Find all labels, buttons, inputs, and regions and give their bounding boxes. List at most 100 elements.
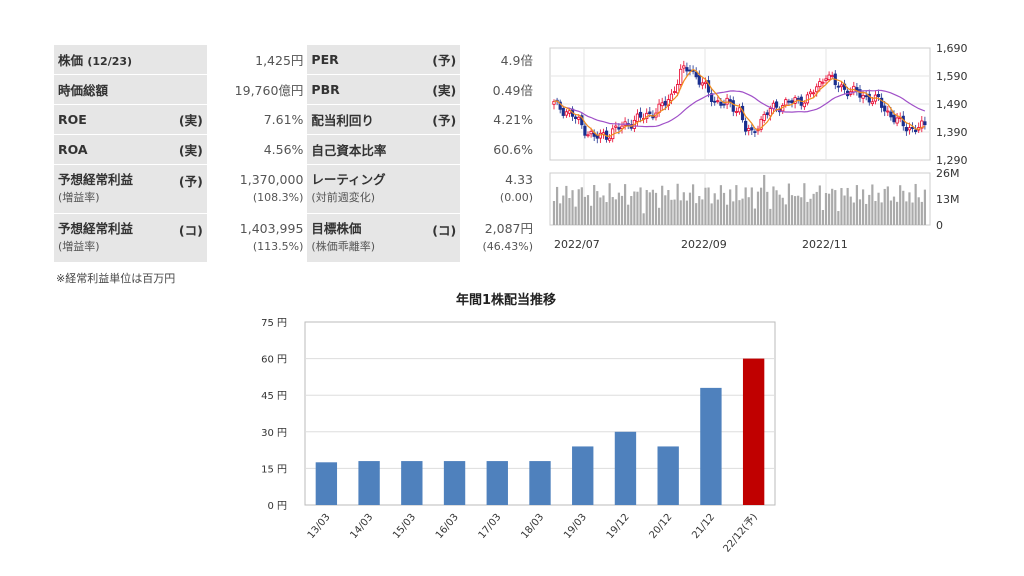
volume-bar [605, 202, 608, 225]
volume-bar [843, 195, 846, 225]
date-label: 2022/11 [802, 238, 848, 251]
metrics-row-consensus-profit: 予想経常利益 (増益率) (コ) 1,403,995 (113.5%) 目標株価 (株… [54, 213, 537, 263]
volume-bar [809, 198, 812, 225]
volume-bar [688, 192, 692, 225]
volume-bar [899, 185, 902, 225]
volume-bar [756, 191, 760, 225]
consensus-profit-growth: (113.5%) [252, 240, 304, 253]
volume-bar [772, 186, 775, 225]
dividend-bar [614, 431, 637, 505]
candle-body [920, 120, 924, 129]
volume-bar [704, 187, 707, 225]
candle-body [734, 111, 738, 113]
candle-body [703, 81, 708, 84]
date-label: 2022/09 [681, 238, 727, 251]
candle-body [561, 107, 565, 116]
volume-bar [555, 186, 559, 225]
volume-bar [738, 200, 741, 225]
target-price-label: 目標株価 (株価乖離率) [307, 213, 417, 263]
volume-bar [577, 189, 580, 225]
equity-ratio-qualifier [416, 134, 461, 165]
volume-bar [886, 186, 889, 225]
volume-bar [908, 192, 911, 225]
y-tick-label: 60 円 [261, 355, 287, 366]
rating-label-text: レーティング [311, 172, 386, 187]
candle-body [787, 100, 791, 103]
volume-bar [914, 183, 917, 225]
volume-bar [827, 193, 831, 225]
x-tick-label: 17/03 [477, 512, 504, 541]
candle-body [737, 107, 742, 113]
volume-bar [849, 196, 852, 225]
candle-body [827, 74, 831, 81]
volume-bar [824, 192, 828, 225]
candle-body [892, 114, 896, 123]
consensus-profit-value: 1,403,995 (113.5%) [206, 213, 308, 263]
volume-bar [648, 192, 651, 225]
candle-body [731, 100, 735, 112]
volume-bar [636, 191, 639, 225]
candle-body [700, 82, 704, 86]
volume-bar [834, 190, 837, 225]
volume-bar [664, 195, 667, 225]
candle-body [722, 103, 726, 106]
target-price-amount: 2,087円 [484, 221, 533, 236]
volume-bar [552, 201, 556, 225]
rating-value: 4.33 (0.00) [460, 164, 537, 214]
price-tick-label: 1,690 [936, 42, 968, 55]
candle-body [802, 102, 806, 108]
volume-bar [614, 199, 617, 225]
volume-bar [716, 199, 719, 225]
price-tick-label: 1,590 [936, 70, 968, 83]
candle-body [608, 137, 612, 141]
volume-bar [793, 196, 797, 225]
forecast-dividend-bar [742, 358, 765, 505]
dividend-yield-label: 配当利回り [307, 104, 417, 135]
target-price-label-text: 目標株価 [311, 221, 362, 236]
volume-bar [812, 193, 815, 225]
volume-bar [766, 191, 769, 225]
volume-bar [630, 196, 633, 225]
x-tick-label: 19/03 [562, 512, 589, 541]
candle-body [870, 101, 874, 105]
candle-body [765, 112, 769, 116]
equity-ratio-value: 60.6% [460, 134, 537, 165]
price-tick-label: 1,490 [936, 98, 968, 111]
marketcap-value: 19,760億円 [206, 74, 308, 105]
volume-bar [565, 185, 568, 225]
candle-body [682, 65, 686, 69]
volume-bar [747, 197, 750, 225]
candle-body [895, 117, 899, 124]
rating-label: レーティング (対前週変化) [307, 164, 417, 214]
candle-body [577, 116, 581, 120]
volume-bar [596, 191, 599, 225]
volume-bar [753, 208, 757, 225]
candle-body [669, 93, 674, 101]
volume-bar [645, 189, 648, 225]
candle-body [648, 111, 652, 114]
volume-bar [651, 189, 655, 225]
volume-bar [608, 183, 611, 225]
volume-bar [679, 200, 682, 225]
candle-body [753, 131, 757, 133]
volume-bar [735, 185, 738, 225]
pbr-qualifier: (実) [416, 74, 461, 105]
consensus-profit-qualifier: (コ) [162, 213, 207, 263]
volume-bar [698, 196, 701, 225]
volume-bar [769, 208, 772, 225]
x-tick-label: 13/03 [306, 512, 333, 541]
volume-bar [797, 195, 800, 225]
volume-bar [895, 201, 899, 225]
price-tick-label: 1,290 [936, 154, 968, 167]
volume-bar [852, 202, 855, 225]
volume-bar [583, 196, 587, 225]
forecast-profit-growth-label: (増益率) [58, 191, 100, 204]
volume-bar [710, 203, 713, 225]
dividend-yield-qualifier: (予) [416, 104, 461, 135]
dividend-bar [401, 461, 423, 505]
volume-bar [902, 190, 905, 225]
stock-metrics-table: 株価 (12/23) 1,425円 PER (予) 4.9倍 時価総額 19,7… [54, 45, 537, 263]
volume-bar [682, 192, 685, 225]
x-tick-label: 15/03 [391, 512, 418, 541]
candle-body [784, 99, 788, 106]
